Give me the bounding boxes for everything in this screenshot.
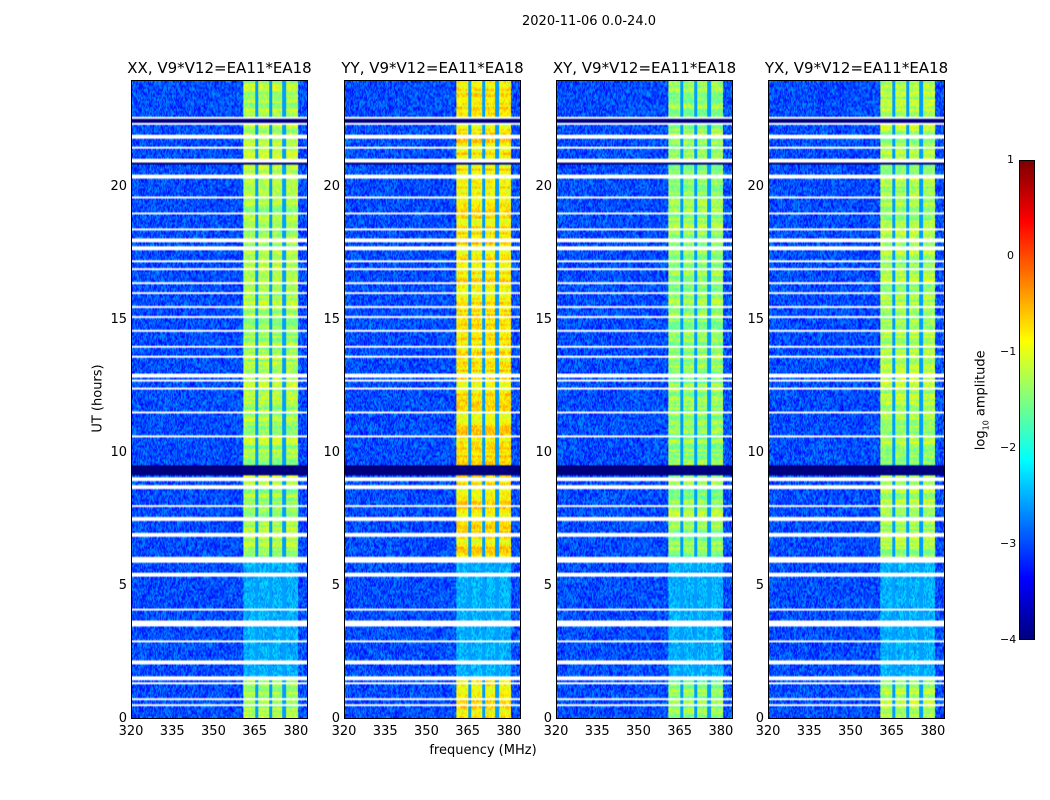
y-tick-label: 10 bbox=[747, 444, 764, 460]
y-tick-label: 20 bbox=[323, 178, 340, 194]
y-tick-label: 0 bbox=[331, 711, 340, 726]
heatmap-panel bbox=[768, 80, 945, 719]
y-tick-label: 5 bbox=[331, 577, 340, 593]
colorbar-tick-label: −2 bbox=[1000, 441, 1017, 454]
x-tick-label: 380 bbox=[496, 724, 522, 739]
y-tick-label: 5 bbox=[543, 577, 552, 593]
y-tick-label: 15 bbox=[747, 311, 764, 327]
x-tick-label: 365 bbox=[667, 724, 693, 739]
colorbar bbox=[1019, 160, 1035, 640]
x-tick-label: 365 bbox=[879, 724, 905, 739]
x-tick-label: 350 bbox=[838, 724, 863, 739]
y-tick-label: 15 bbox=[535, 311, 552, 327]
heatmap-panel bbox=[131, 80, 308, 719]
x-tick-label: 335 bbox=[796, 724, 822, 739]
colorbar-tick-label: 0 bbox=[1007, 249, 1014, 262]
colorbar-label: log10 amplitude bbox=[973, 350, 991, 451]
panel-title: YX, V9*V12=EA11*EA18 bbox=[764, 59, 949, 77]
colorbar-tick-label: −1 bbox=[1000, 345, 1017, 358]
x-tick-label: 335 bbox=[372, 724, 398, 739]
y-tick-label: 0 bbox=[755, 711, 764, 726]
x-tick-label: 320 bbox=[331, 724, 357, 739]
figure-title: 2020-11-06 0.0-24.0 bbox=[522, 14, 656, 29]
heatmap-cells bbox=[557, 81, 732, 718]
heatmap-cells bbox=[345, 81, 520, 718]
y-tick-label: 5 bbox=[755, 577, 764, 593]
heatmap-panel bbox=[344, 80, 521, 719]
heatmap-panel bbox=[556, 80, 733, 719]
x-tick-label: 380 bbox=[283, 724, 309, 739]
y-tick-label: 10 bbox=[110, 444, 127, 460]
x-tick-label: 380 bbox=[920, 724, 946, 739]
heatmap-cells bbox=[132, 81, 307, 718]
x-tick-label: 350 bbox=[626, 724, 651, 739]
y-tick-label: 20 bbox=[747, 178, 764, 194]
y-tick-label: 15 bbox=[323, 311, 340, 327]
x-tick-label: 365 bbox=[455, 724, 481, 739]
x-tick-label: 320 bbox=[118, 724, 144, 739]
panel-title: XY, V9*V12=EA11*EA18 bbox=[552, 59, 737, 77]
colorbar-tick-label: −3 bbox=[1000, 537, 1017, 550]
heatmap-cells bbox=[769, 81, 944, 718]
y-axis-label: UT (hours) bbox=[90, 364, 106, 433]
x-tick-label: 335 bbox=[584, 724, 610, 739]
panel-title: XX, V9*V12=EA11*EA18 bbox=[127, 59, 312, 77]
x-tick-label: 335 bbox=[159, 724, 185, 739]
x-tick-label: 320 bbox=[755, 724, 781, 739]
y-tick-label: 20 bbox=[110, 178, 127, 194]
y-tick-label: 10 bbox=[323, 444, 340, 460]
y-tick-label: 0 bbox=[543, 711, 552, 726]
x-axis-label: frequency (MHz) bbox=[429, 743, 537, 758]
y-tick-label: 0 bbox=[118, 711, 127, 726]
x-tick-label: 350 bbox=[201, 724, 226, 739]
y-tick-label: 15 bbox=[110, 311, 127, 327]
colorbar-tick-label: −4 bbox=[1000, 633, 1017, 646]
panel-title: YY, V9*V12=EA11*EA18 bbox=[341, 59, 524, 77]
y-tick-label: 10 bbox=[535, 444, 552, 460]
x-tick-label: 320 bbox=[543, 724, 569, 739]
colorbar-tick-label: 1 bbox=[1007, 153, 1014, 166]
x-tick-label: 350 bbox=[414, 724, 439, 739]
y-tick-label: 20 bbox=[535, 178, 552, 194]
y-tick-label: 5 bbox=[118, 577, 127, 593]
x-tick-label: 380 bbox=[708, 724, 734, 739]
x-tick-label: 365 bbox=[242, 724, 268, 739]
